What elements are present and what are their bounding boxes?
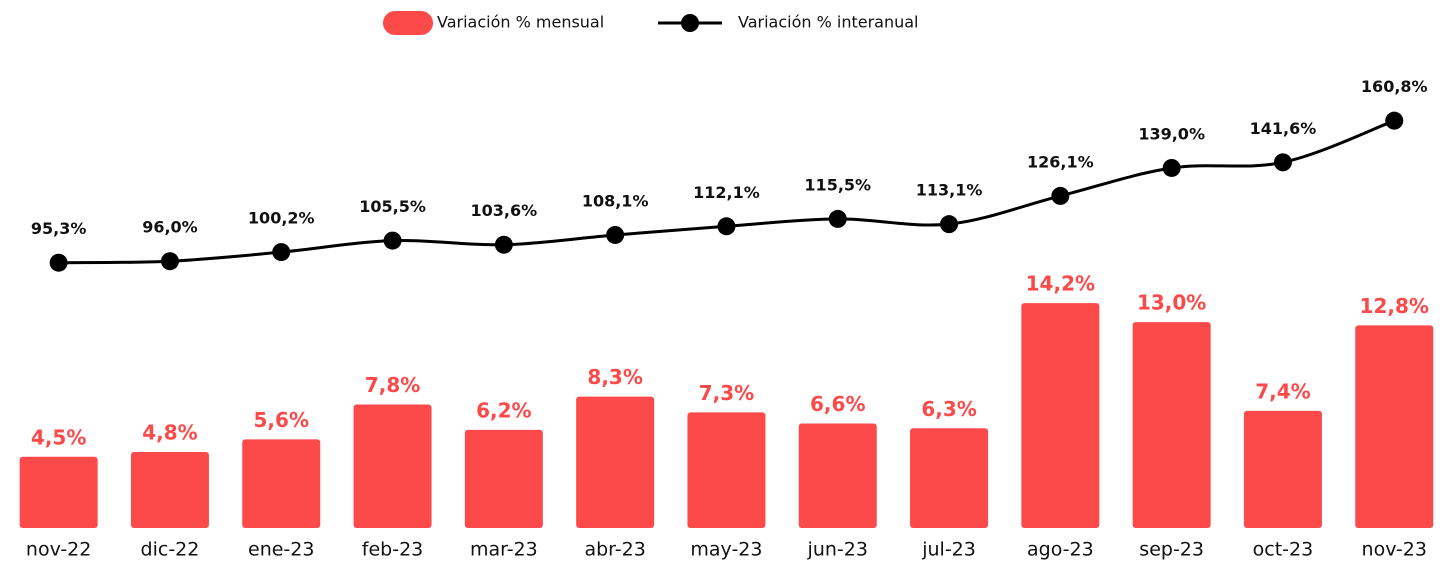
line-value-label: 126,1% [1027, 152, 1094, 171]
line-value-label: 95,3% [31, 219, 87, 238]
line-value-label: 105,5% [359, 197, 426, 216]
line-value-label: 113,1% [916, 181, 983, 200]
line-value-label: 112,1% [693, 183, 760, 202]
line-value-label: 115,5% [804, 175, 871, 194]
line-value-label: 160,8% [1361, 77, 1428, 96]
legend: Variación % mensual Variación % interanu… [383, 11, 919, 35]
bar [1355, 325, 1434, 528]
bar-value-label: 6,2% [476, 398, 531, 422]
bar-value-label: 4,8% [142, 421, 197, 445]
bar-value-label: 8,3% [587, 365, 642, 389]
bar-value-label: 6,3% [921, 397, 976, 421]
bar [910, 428, 989, 528]
line-value-label: 96,0% [142, 218, 198, 237]
x-tick-label: nov-22 [26, 539, 91, 561]
x-tick-label: abr-23 [584, 539, 645, 561]
bar-value-label: 12,8% [1360, 294, 1429, 318]
x-tick-label: feb-23 [362, 539, 423, 561]
bar [576, 396, 655, 528]
line-marker [940, 215, 959, 234]
bar [1132, 322, 1211, 528]
line-marker [828, 209, 847, 228]
bar-value-label: 5,6% [254, 408, 309, 432]
bar-value-label: 13,0% [1137, 291, 1206, 315]
legend-swatch-bar [383, 11, 433, 35]
line-value-label: 141,6% [1250, 119, 1317, 138]
bar-value-label: 4,5% [31, 425, 86, 449]
bar-value-label: 14,2% [1026, 272, 1095, 296]
bar [130, 452, 209, 528]
bar-value-label: 7,4% [1255, 379, 1310, 403]
bar [464, 429, 543, 528]
x-tick-label: nov-23 [1362, 539, 1427, 561]
line-value-label: 100,2% [248, 209, 315, 228]
bar [798, 423, 877, 528]
line-value-label: 139,0% [1138, 124, 1205, 143]
line-marker [494, 235, 513, 254]
x-tick-label: ene-23 [248, 539, 314, 561]
line-marker [160, 252, 179, 271]
x-tick-label: dic-22 [141, 539, 200, 561]
line-marker [1162, 158, 1181, 177]
line-marker [49, 253, 68, 272]
x-tick-label: oct-23 [1253, 539, 1314, 561]
x-tick-label: jul-23 [921, 539, 976, 561]
x-tick-label: mar-23 [470, 539, 538, 561]
line-marker [1051, 186, 1070, 205]
bar-value-label: 6,6% [810, 392, 865, 416]
line-marker [1273, 153, 1292, 172]
line-value-label: 108,1% [582, 191, 649, 210]
legend-label: Variación % interanual [738, 13, 919, 32]
bar [687, 412, 766, 528]
bar [242, 439, 321, 528]
legend-label: Variación % mensual [437, 13, 604, 32]
bar [1021, 303, 1100, 528]
bar-value-label: 7,8% [365, 373, 420, 397]
line-marker [717, 217, 736, 236]
line-value-label: 103,6% [471, 201, 538, 220]
x-tick-label: may-23 [690, 539, 762, 561]
x-tick-label: jun-23 [807, 539, 868, 561]
bar [353, 404, 432, 528]
x-tick-label: sep-23 [1139, 539, 1204, 561]
legend-swatch-marker [681, 14, 699, 32]
bar-value-label: 7,3% [699, 381, 754, 405]
line-marker [606, 225, 625, 244]
bar [1243, 410, 1322, 528]
line-marker [383, 231, 402, 250]
line-marker [272, 243, 291, 262]
x-tick-label: ago-23 [1027, 539, 1094, 561]
line-marker [1385, 111, 1404, 130]
bar [19, 456, 98, 528]
